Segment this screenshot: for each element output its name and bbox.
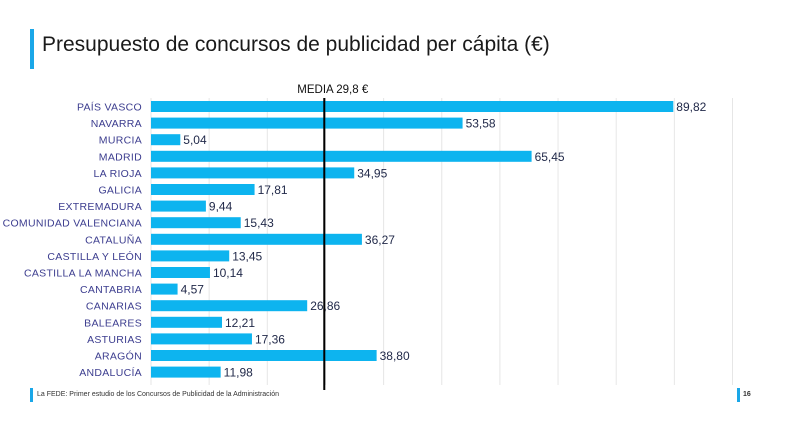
category-label: ANDALUCÍA [79,366,142,379]
value-label: 9,44 [209,200,233,214]
bar [151,101,674,112]
bar [151,217,241,229]
bar [151,300,308,312]
value-label: 17,36 [255,332,285,346]
value-label: 4,57 [181,283,205,297]
bar [151,233,362,245]
bars [151,101,674,378]
bar [151,117,463,129]
bar [151,350,377,361]
value-labels: 89,82 53,58 5,04 65,45 34,95 17,81 9,44 15,43 36… [181,100,707,380]
bar [151,267,210,278]
bar [151,366,221,378]
category-labels: PAÍS VASCO NAVARRA MURCIA MADRID LA RIOJA GAL… [3,101,142,380]
media-label: MEDIA 29,8 € [297,84,369,96]
value-label: 11,98 [224,366,253,380]
bar [151,283,178,295]
bar [151,150,532,162]
category-label: CASTILLA Y LEÓN [47,250,142,263]
category-label: MADRID [99,151,142,163]
value-label: 5,04 [183,133,207,147]
category-label: MURCIA [99,135,142,147]
page-number: 16 [743,391,751,398]
bar [151,134,181,146]
value-label: 13,45 [232,249,262,263]
title-accent-bar [30,29,34,69]
page-title: Presupuesto de concursos de publicidad p… [42,33,550,56]
value-label: 34,95 [357,166,387,180]
category-label: ARAGÓN [95,350,142,363]
category-label: LA RIOJA [93,168,142,180]
category-label: EXTREMADURA [58,201,142,213]
category-label: ASTURIAS [87,334,142,346]
media-reference: MEDIA 29,8 € [297,84,369,390]
category-label: CASTILLA LA MANCHA [24,268,142,280]
category-label: CANARIAS [86,301,142,313]
bar [151,316,223,328]
value-label: 15,43 [244,216,274,230]
value-label: 26,86 [310,299,340,313]
value-label: 38,80 [380,349,410,363]
footer-accent-bar [30,388,33,402]
value-label: 10,14 [213,266,243,280]
value-label: 17,81 [258,183,288,197]
value-label: 12,21 [225,316,255,330]
category-label: GALICIA [98,185,142,197]
bar [151,250,230,262]
value-label: 36,27 [365,233,395,247]
category-label: CATALUÑA [85,233,142,246]
value-label: 65,45 [535,150,565,164]
bar [151,167,355,179]
category-label: BALEARES [84,317,142,329]
bar [151,333,252,345]
category-label: NAVARRA [91,118,142,130]
value-label: 53,58 [466,117,496,131]
page-accent-bar [737,388,740,402]
value-label: 89,82 [676,100,706,114]
category-label: CANTABRIA [80,284,142,296]
category-label: PAÍS VASCO [77,101,142,114]
bar [151,200,206,212]
category-label: COMUNIDAD VALENCIANA [3,218,142,230]
bar [151,184,255,195]
footer-source: La FEDE: Primer estudio de los Concursos… [37,391,280,398]
